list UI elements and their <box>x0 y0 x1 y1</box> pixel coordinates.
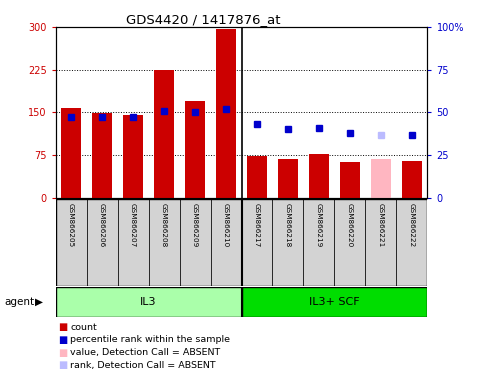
Bar <box>123 115 143 198</box>
Bar <box>56 199 86 286</box>
Bar <box>149 199 180 286</box>
Text: GSM866209: GSM866209 <box>192 203 198 247</box>
Bar <box>340 162 360 198</box>
Text: GSM866220: GSM866220 <box>347 203 353 247</box>
Bar <box>61 108 81 198</box>
Bar <box>278 159 298 198</box>
Text: GSM866207: GSM866207 <box>130 203 136 247</box>
Text: IL3+ SCF: IL3+ SCF <box>309 297 360 307</box>
Bar <box>303 199 334 286</box>
Bar <box>334 199 366 286</box>
Text: GSM866210: GSM866210 <box>223 203 229 247</box>
Bar <box>56 287 242 317</box>
Bar <box>92 113 112 198</box>
Text: GSM866218: GSM866218 <box>285 203 291 247</box>
Bar <box>402 161 422 198</box>
Bar <box>86 199 117 286</box>
Text: count: count <box>70 323 97 332</box>
Text: rank, Detection Call = ABSENT: rank, Detection Call = ABSENT <box>70 361 216 370</box>
Text: GSM866217: GSM866217 <box>254 203 260 247</box>
Bar <box>242 287 427 317</box>
Text: ■: ■ <box>58 335 67 345</box>
Text: ■: ■ <box>58 322 67 332</box>
Bar <box>216 28 236 198</box>
Bar <box>397 199 427 286</box>
Text: ■: ■ <box>58 360 67 370</box>
Text: GSM866205: GSM866205 <box>68 203 74 247</box>
Bar <box>272 199 303 286</box>
Text: GSM866221: GSM866221 <box>378 203 384 247</box>
Bar <box>154 70 174 198</box>
Bar <box>180 199 211 286</box>
Text: GSM866219: GSM866219 <box>316 203 322 247</box>
Text: ▶: ▶ <box>35 297 43 307</box>
Bar <box>371 159 391 198</box>
Text: agent: agent <box>5 297 35 307</box>
Text: GSM866222: GSM866222 <box>409 203 415 247</box>
Bar <box>117 199 149 286</box>
Text: IL3: IL3 <box>140 297 157 307</box>
Bar <box>211 199 242 286</box>
Bar <box>247 156 267 198</box>
Text: GSM866206: GSM866206 <box>99 203 105 247</box>
Text: GDS4420 / 1417876_at: GDS4420 / 1417876_at <box>126 13 280 26</box>
Text: value, Detection Call = ABSENT: value, Detection Call = ABSENT <box>70 348 220 357</box>
Bar <box>185 101 205 198</box>
Bar <box>309 154 329 198</box>
Bar <box>242 199 272 286</box>
Text: GSM866208: GSM866208 <box>161 203 167 247</box>
Text: percentile rank within the sample: percentile rank within the sample <box>70 335 230 344</box>
Bar <box>366 199 397 286</box>
Text: ■: ■ <box>58 348 67 358</box>
